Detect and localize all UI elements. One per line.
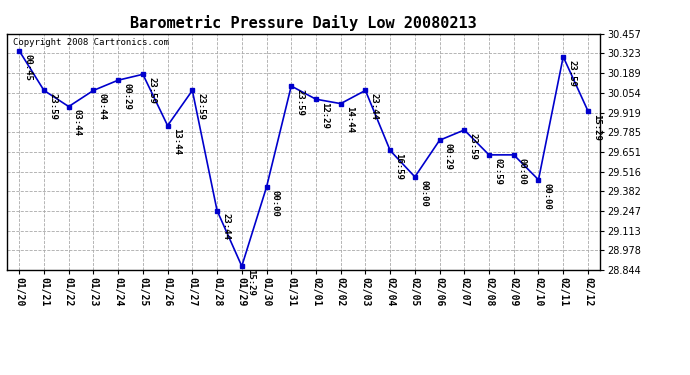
Text: 00:44: 00:44 (97, 93, 106, 120)
Text: 23:44: 23:44 (370, 93, 379, 120)
Text: 23:59: 23:59 (48, 93, 57, 120)
Text: 14:44: 14:44 (345, 106, 354, 133)
Text: 23:59: 23:59 (147, 77, 156, 104)
Text: 23:59: 23:59 (197, 93, 206, 120)
Text: 00:29: 00:29 (122, 83, 131, 110)
Text: Copyright 2008 Cartronics.com: Copyright 2008 Cartronics.com (13, 39, 169, 48)
Text: 23:59: 23:59 (469, 133, 477, 160)
Text: 15:29: 15:29 (246, 269, 255, 296)
Text: 00:00: 00:00 (270, 190, 279, 217)
Text: 00:00: 00:00 (419, 180, 428, 207)
Text: 00:00: 00:00 (542, 183, 551, 209)
Text: 23:44: 23:44 (221, 213, 230, 240)
Text: 02:59: 02:59 (493, 158, 502, 184)
Text: 00:00: 00:00 (518, 158, 527, 184)
Text: 16:59: 16:59 (394, 153, 403, 180)
Text: 03:44: 03:44 (73, 110, 82, 136)
Text: 15:29: 15:29 (592, 114, 601, 141)
Text: Barometric Pressure Daily Low 20080213: Barometric Pressure Daily Low 20080213 (130, 15, 477, 31)
Text: 00:45: 00:45 (23, 54, 32, 81)
Text: 00:29: 00:29 (444, 143, 453, 170)
Text: 23:59: 23:59 (567, 60, 576, 86)
Text: 13:44: 13:44 (172, 128, 181, 155)
Text: 12:29: 12:29 (320, 102, 329, 129)
Text: 23:59: 23:59 (295, 89, 304, 116)
